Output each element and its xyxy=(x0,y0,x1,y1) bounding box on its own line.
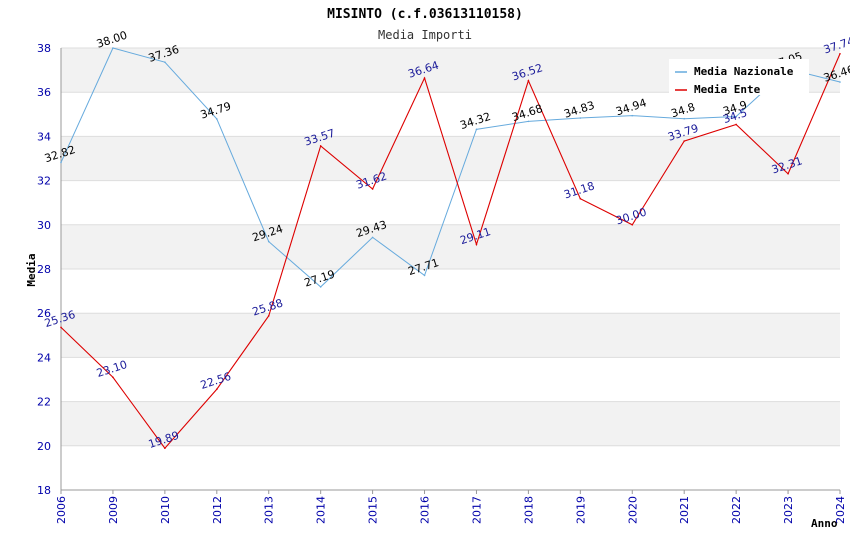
data-point xyxy=(164,447,166,450)
x-tick-label: 2006 xyxy=(55,496,68,524)
data-point xyxy=(112,47,114,49)
data-point xyxy=(371,188,374,190)
y-tick-label: 28 xyxy=(37,263,51,276)
data-point xyxy=(683,140,685,142)
x-tick-label: 2023 xyxy=(782,496,795,524)
data-point xyxy=(475,243,478,246)
data-point xyxy=(216,388,218,391)
legend: Media Nazionale Media Ente xyxy=(669,59,809,96)
y-tick-label: 38 xyxy=(37,42,51,55)
data-point xyxy=(631,114,634,117)
x-tick-label: 2017 xyxy=(470,496,483,524)
y-tick-label: 26 xyxy=(37,307,51,320)
x-tick-label: 2012 xyxy=(211,496,224,524)
x-tick-label: 2019 xyxy=(574,496,587,524)
x-tick-label: 2010 xyxy=(159,496,172,524)
x-tick-label: 2014 xyxy=(315,496,328,524)
x-tick-label: 2018 xyxy=(522,496,535,524)
axes xyxy=(60,48,840,491)
data-point xyxy=(112,376,114,379)
data-point xyxy=(371,236,374,239)
data-point xyxy=(423,274,426,277)
data-point xyxy=(735,123,737,126)
data-point xyxy=(164,61,166,63)
plot-band xyxy=(61,224,840,269)
data-point xyxy=(631,224,634,226)
data-point xyxy=(60,161,62,164)
plot-band xyxy=(61,313,840,358)
data-point xyxy=(839,81,841,83)
data-point xyxy=(319,286,322,288)
x-axis-label: Anno xyxy=(811,517,838,530)
x-tick-label: 2024 xyxy=(834,496,847,524)
data-point xyxy=(787,172,789,175)
data-point xyxy=(683,117,685,120)
legend-label-media-nazionale: Media Nazionale xyxy=(694,65,794,78)
data-point xyxy=(267,315,270,317)
y-tick-label: 32 xyxy=(37,175,51,188)
data-point xyxy=(267,240,270,243)
plot-band xyxy=(61,269,840,314)
x-tick-label: 2022 xyxy=(730,496,743,524)
y-tick-label: 18 xyxy=(37,484,51,497)
x-tick-label: 2009 xyxy=(107,496,120,524)
plot-bands xyxy=(61,48,840,490)
data-point xyxy=(579,197,582,200)
series-lines xyxy=(60,47,841,450)
series-line-media-ente xyxy=(60,53,841,450)
data-point xyxy=(735,115,737,118)
plot-band xyxy=(61,92,840,137)
series-line-media-nazionale xyxy=(60,47,841,288)
data-point xyxy=(475,128,478,131)
plot-band xyxy=(61,136,840,181)
x-tick-label: 2016 xyxy=(419,496,432,524)
x-tick-label: 2013 xyxy=(263,496,276,524)
y-tick-label: 24 xyxy=(37,351,51,364)
plot-band xyxy=(61,357,840,402)
y-tick-label: 30 xyxy=(37,219,51,232)
y-tick-label: 34 xyxy=(37,130,51,143)
data-point xyxy=(527,120,530,123)
plot-band xyxy=(61,445,840,490)
x-tick-labels: 2006 2009 2010 2012 2013 2014 2015 2016 2017 2018… xyxy=(55,490,847,524)
data-point xyxy=(839,52,841,55)
x-tick-label: 2021 xyxy=(678,496,691,524)
y-tick-labels: 18 20 22 24 26 28 30 32 34 36 38 xyxy=(37,42,51,497)
legend-box xyxy=(669,59,809,95)
data-label: 38.00 xyxy=(95,29,129,51)
chart-subtitle: Media Importi xyxy=(378,28,472,42)
plot-band xyxy=(61,401,840,446)
data-point xyxy=(423,77,426,79)
y-tick-label: 36 xyxy=(37,86,51,99)
x-tick-label: 2020 xyxy=(626,496,639,524)
x-tick-label: 2015 xyxy=(367,496,380,524)
data-point xyxy=(579,117,582,119)
data-point xyxy=(527,79,530,82)
y-axis-label: Media xyxy=(25,253,38,286)
data-point xyxy=(60,326,62,329)
legend-label-media-ente: Media Ente xyxy=(694,83,761,96)
chart-title: MISINTO (c.f.03613110158) xyxy=(327,7,523,22)
data-point xyxy=(319,145,322,147)
data-label: 37.74 xyxy=(822,34,850,56)
y-tick-label: 22 xyxy=(37,396,51,409)
data-point xyxy=(216,118,218,120)
y-tick-label: 20 xyxy=(37,440,51,453)
